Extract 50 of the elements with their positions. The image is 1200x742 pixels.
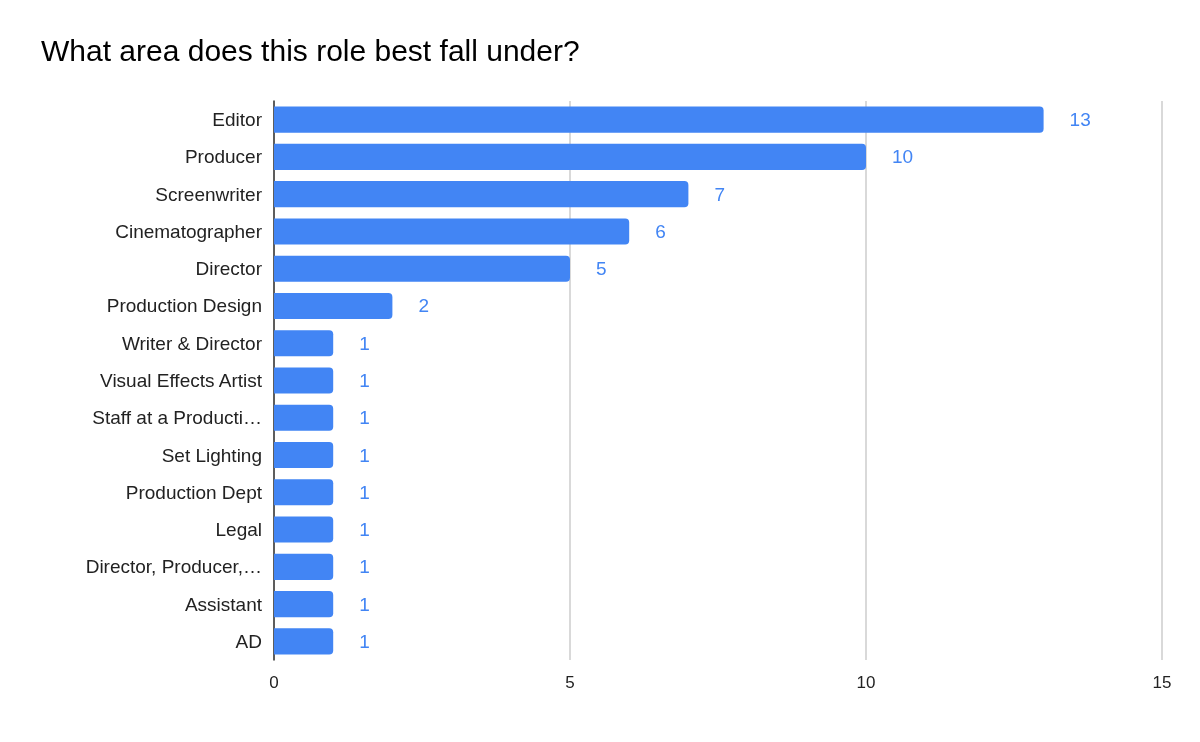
data-label: 1 bbox=[359, 481, 370, 503]
y-tick-label: Screenwriter bbox=[155, 183, 263, 205]
y-tick-label: Staff at a Producti… bbox=[92, 407, 262, 429]
bar bbox=[274, 181, 689, 208]
bar bbox=[274, 628, 334, 655]
y-tick-label: Editor bbox=[212, 109, 263, 131]
data-label: 7 bbox=[714, 183, 725, 205]
data-label: 1 bbox=[359, 407, 370, 429]
bar bbox=[274, 330, 334, 357]
bar bbox=[274, 516, 334, 543]
bar bbox=[274, 553, 334, 580]
data-label: 13 bbox=[1069, 109, 1091, 131]
data-label: 1 bbox=[359, 332, 370, 354]
data-label: 1 bbox=[359, 630, 370, 652]
y-tick-label: Producer bbox=[184, 146, 263, 168]
y-tick-label: Cinematographer bbox=[115, 220, 263, 242]
chart-title: What area does this role best fall under? bbox=[41, 33, 580, 67]
y-tick-label: Director bbox=[195, 258, 263, 280]
y-tick-label: Production Dept bbox=[125, 481, 263, 503]
x-tick-label: 10 bbox=[856, 673, 876, 692]
bar bbox=[274, 292, 393, 320]
x-tick-label: 15 bbox=[1152, 673, 1172, 692]
y-tick-label: Assistant bbox=[184, 593, 263, 615]
data-label: 1 bbox=[359, 444, 370, 466]
y-tick-label: AD bbox=[235, 630, 262, 652]
data-label: 5 bbox=[596, 258, 607, 280]
y-tick-label: Director, Producer,… bbox=[85, 556, 262, 578]
bar bbox=[274, 143, 866, 170]
bar bbox=[274, 404, 334, 431]
bar bbox=[274, 218, 630, 245]
bar bbox=[274, 255, 570, 282]
y-tick-label: Production Design bbox=[106, 295, 262, 317]
x-tick-label: 5 bbox=[565, 673, 575, 692]
data-label: 10 bbox=[892, 146, 914, 168]
data-label: 2 bbox=[418, 295, 429, 317]
data-label: 1 bbox=[359, 370, 370, 391]
bar bbox=[274, 441, 334, 469]
bar bbox=[274, 479, 334, 506]
data-label: 6 bbox=[655, 220, 666, 242]
data-label: 1 bbox=[359, 519, 370, 541]
bar bbox=[274, 591, 334, 618]
bar bbox=[274, 367, 334, 394]
x-tick-label: 0 bbox=[269, 673, 279, 692]
data-label: 1 bbox=[359, 593, 370, 615]
y-tick-label: Set Lighting bbox=[161, 444, 262, 466]
y-tick-label: Visual Effects Artist bbox=[100, 370, 263, 391]
y-tick-label: Legal bbox=[215, 519, 262, 541]
y-tick-label: Writer & Director bbox=[121, 332, 263, 354]
data-label: 1 bbox=[359, 556, 370, 578]
bar bbox=[274, 106, 1044, 133]
